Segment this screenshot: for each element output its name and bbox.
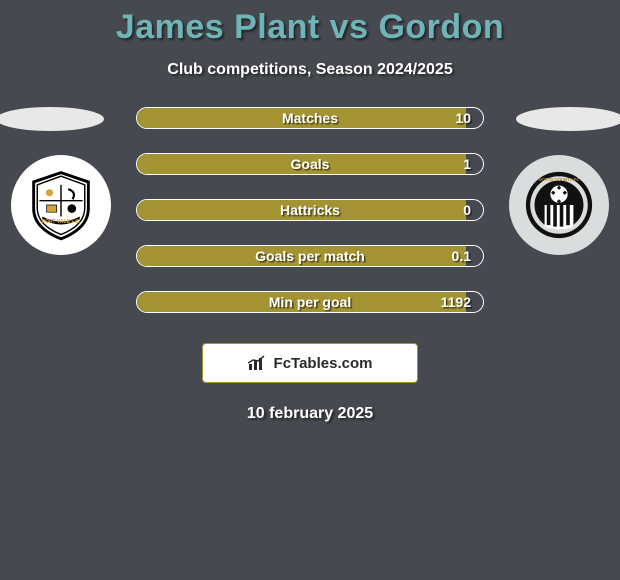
right-team-column: NOTTS COUNTY FC xyxy=(484,107,604,255)
stat-row-goals-per-match: Goals per match 0.1 xyxy=(136,245,484,267)
stat-value: 0 xyxy=(463,200,471,220)
brand-card[interactable]: FcTables.com xyxy=(202,343,418,383)
footer-date: 10 february 2025 xyxy=(0,405,620,423)
left-placeholder-ellipse xyxy=(0,107,104,131)
stat-label: Goals xyxy=(137,154,483,174)
stat-value: 0.1 xyxy=(452,246,471,266)
brand-text: FcTables.com xyxy=(274,355,373,372)
left-team-column: PORT VALE F.C. xyxy=(16,107,136,255)
stat-label: Goals per match xyxy=(137,246,483,266)
team-crest-left: PORT VALE F.C. xyxy=(11,155,111,255)
stat-value: 1 xyxy=(463,154,471,174)
stat-row-matches: Matches 10 xyxy=(136,107,484,129)
right-placeholder-ellipse xyxy=(516,107,620,131)
stat-label: Matches xyxy=(137,108,483,128)
stat-label: Min per goal xyxy=(137,292,483,312)
stat-value: 1192 xyxy=(441,292,471,312)
stat-row-min-per-goal: Min per goal 1192 xyxy=(136,291,484,313)
notts-county-crest-icon: NOTTS COUNTY FC xyxy=(523,169,595,241)
comparison-panel: PORT VALE F.C. Matches 10 Goals 1 Hattri… xyxy=(0,107,620,313)
port-vale-crest-icon: PORT VALE F.C. xyxy=(25,169,97,241)
subtitle: Club competitions, Season 2024/2025 xyxy=(0,61,620,79)
stats-list: Matches 10 Goals 1 Hattricks 0 Goals per… xyxy=(136,107,484,313)
svg-text:NOTTS COUNTY FC: NOTTS COUNTY FC xyxy=(539,177,580,182)
stat-row-goals: Goals 1 xyxy=(136,153,484,175)
stat-label: Hattricks xyxy=(137,200,483,220)
team-crest-right: NOTTS COUNTY FC xyxy=(509,155,609,255)
svg-text:PORT VALE F.C.: PORT VALE F.C. xyxy=(42,219,81,225)
stat-row-hattricks: Hattricks 0 xyxy=(136,199,484,221)
bar-chart-icon xyxy=(248,355,268,371)
page-title: James Plant vs Gordon xyxy=(0,0,620,47)
stat-value: 10 xyxy=(455,108,471,128)
